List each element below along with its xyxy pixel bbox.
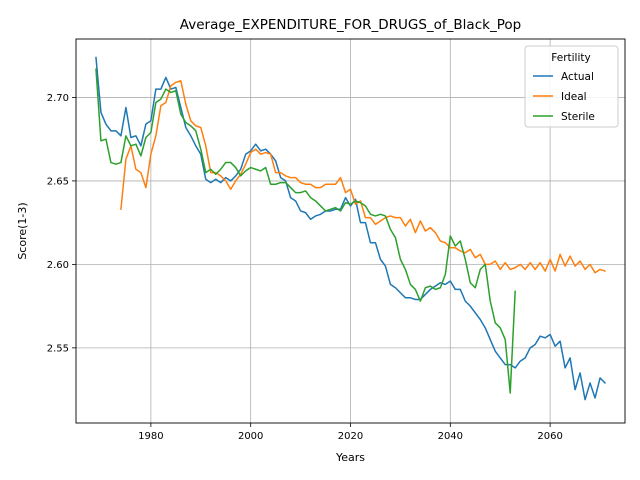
x-tick-label: 1980 bbox=[138, 431, 163, 442]
series-line-sterile bbox=[95, 68, 516, 394]
legend-label-sterile: Sterile bbox=[561, 111, 595, 123]
x-tick-label: 2060 bbox=[537, 431, 562, 442]
legend: Fertility Actual Ideal Sterile bbox=[524, 45, 619, 128]
x-tick-label: 2020 bbox=[338, 431, 363, 442]
y-tick-label: 2.60 bbox=[47, 260, 69, 271]
y-tick-label: 2.65 bbox=[47, 176, 69, 187]
chart-title: Average_EXPENDITURE_FOR_DRUGS_of_Black_P… bbox=[180, 17, 521, 33]
y-tick-label: 2.55 bbox=[47, 343, 69, 354]
series-line-actual bbox=[95, 56, 606, 401]
x-axis-label: Years bbox=[335, 451, 365, 464]
legend-title: Fertility bbox=[551, 52, 590, 64]
legend-label-actual: Actual bbox=[561, 71, 594, 83]
series-line-ideal bbox=[120, 79, 606, 274]
y-tick-label: 2.70 bbox=[47, 93, 69, 104]
axis-ticks: 1980 2000 2020 2040 2060 2.55 2.60 2.65 2.70 bbox=[47, 93, 563, 442]
y-axis-label: Score(1-3) bbox=[16, 202, 29, 259]
legend-box bbox=[524, 45, 619, 128]
x-tick-label: 2040 bbox=[438, 431, 463, 442]
series-lines bbox=[95, 56, 606, 401]
legend-label-ideal: Ideal bbox=[561, 91, 587, 103]
x-tick-label: 2000 bbox=[238, 431, 263, 442]
